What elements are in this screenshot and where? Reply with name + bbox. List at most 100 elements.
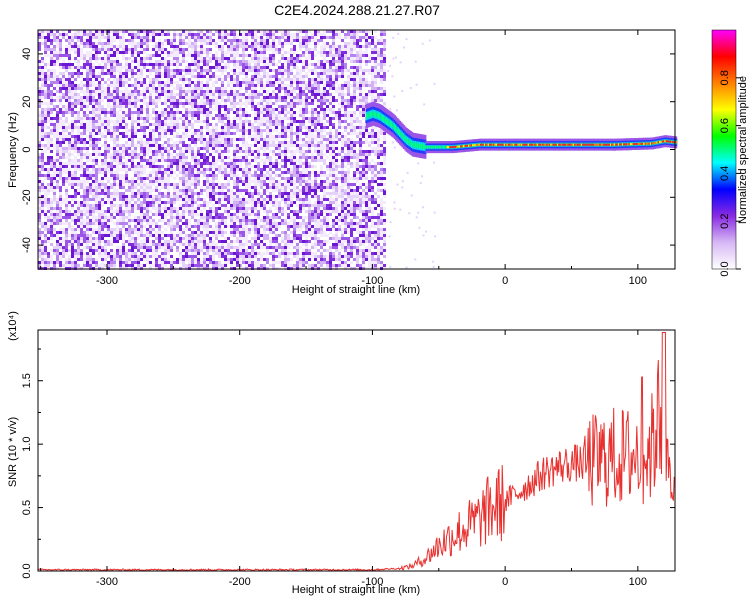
heat-cell <box>254 57 257 60</box>
heat-cell <box>176 102 179 105</box>
heat-cell <box>224 225 227 228</box>
heat-cell <box>92 123 95 126</box>
heat-cell <box>116 207 119 210</box>
heat-cell <box>197 87 200 90</box>
heat-cell <box>263 123 266 126</box>
heat-cell <box>77 201 80 204</box>
heat-cell <box>128 159 131 162</box>
heat-cell <box>95 189 98 192</box>
heat-cell <box>185 264 188 267</box>
heat-cell <box>188 219 191 222</box>
heat-cell <box>116 258 119 261</box>
heat-cell <box>185 126 188 129</box>
heat-cell <box>62 141 65 144</box>
heat-cell <box>125 210 128 213</box>
heat-cell <box>152 183 155 186</box>
heat-cell <box>224 42 227 45</box>
heat-cell <box>269 117 272 120</box>
heat-cell <box>74 183 77 186</box>
heat-cell <box>152 150 155 153</box>
heat-cell <box>107 264 110 267</box>
heat-cell <box>182 207 185 210</box>
heat-cell <box>188 198 191 201</box>
heat-cell <box>185 189 188 192</box>
heat-cell <box>194 222 197 225</box>
heat-cell <box>257 63 260 66</box>
heat-cell <box>104 42 107 45</box>
heat-cell <box>239 42 242 45</box>
heat-cell <box>194 237 197 240</box>
heat-cell <box>215 261 218 264</box>
heat-cell <box>74 57 77 60</box>
heat-cell <box>179 192 182 195</box>
heat-cell <box>65 120 68 123</box>
heat-cell <box>113 114 116 117</box>
heat-cell <box>164 39 167 42</box>
heat-cell <box>53 60 56 63</box>
heat-cell <box>194 138 197 141</box>
heat-cell <box>149 102 152 105</box>
heat-cell <box>116 87 119 90</box>
heat-cell <box>86 108 89 111</box>
heat-cell <box>266 39 269 42</box>
heat-cell <box>134 201 137 204</box>
heat-cell <box>194 120 197 123</box>
heat-cell <box>149 183 152 186</box>
heat-cell <box>239 222 242 225</box>
heat-cell <box>275 213 278 216</box>
heat-cell <box>221 144 224 147</box>
heat-cell <box>245 249 248 252</box>
heat-cell <box>95 243 98 246</box>
heat-cell <box>77 120 80 123</box>
heat-cell <box>101 117 104 120</box>
heat-cell <box>116 177 119 180</box>
heat-cell <box>185 249 188 252</box>
heat-cell <box>86 195 89 198</box>
heat-cell <box>110 252 113 255</box>
heat-cell <box>194 114 197 117</box>
heat-cell <box>233 36 236 39</box>
heat-cell <box>38 69 41 72</box>
heat-cell <box>215 198 218 201</box>
heat-cell <box>152 201 155 204</box>
heat-cell <box>95 258 98 261</box>
heat-cell <box>143 234 146 237</box>
heat-cell <box>41 198 44 201</box>
heat-cell <box>158 153 161 156</box>
heat-cell <box>134 45 137 48</box>
heat-cell <box>140 48 143 51</box>
heat-cell <box>47 144 50 147</box>
heat-cell <box>62 201 65 204</box>
heat-cell <box>257 195 260 198</box>
heat-cell <box>203 72 206 75</box>
heat-cell <box>215 42 218 45</box>
heat-cell <box>185 156 188 159</box>
heat-cell <box>65 228 68 231</box>
heat-cell <box>218 186 221 189</box>
heat-cell <box>221 234 224 237</box>
heat-cell <box>197 240 200 243</box>
heat-cell <box>191 105 194 108</box>
heat-cell <box>74 261 77 264</box>
heat-cell <box>182 162 185 165</box>
heat-cell <box>188 102 191 105</box>
heat-cell <box>122 261 125 264</box>
heat-cell <box>143 153 146 156</box>
heat-cell <box>227 195 230 198</box>
heat-cell <box>137 75 140 78</box>
heat-cell <box>95 66 98 69</box>
heat-cell <box>185 36 188 39</box>
heat-cell <box>53 252 56 255</box>
heat-cell <box>212 81 215 84</box>
heat-cell <box>197 81 200 84</box>
heat-cell <box>182 114 185 117</box>
heat-cell <box>113 90 116 93</box>
heat-cell <box>137 177 140 180</box>
heat-cell <box>92 36 95 39</box>
heat-cell <box>59 204 62 207</box>
heat-cell <box>224 102 227 105</box>
heat-cell <box>107 126 110 129</box>
heat-cell <box>134 171 137 174</box>
heat-cell <box>191 183 194 186</box>
heat-cell <box>101 168 104 171</box>
